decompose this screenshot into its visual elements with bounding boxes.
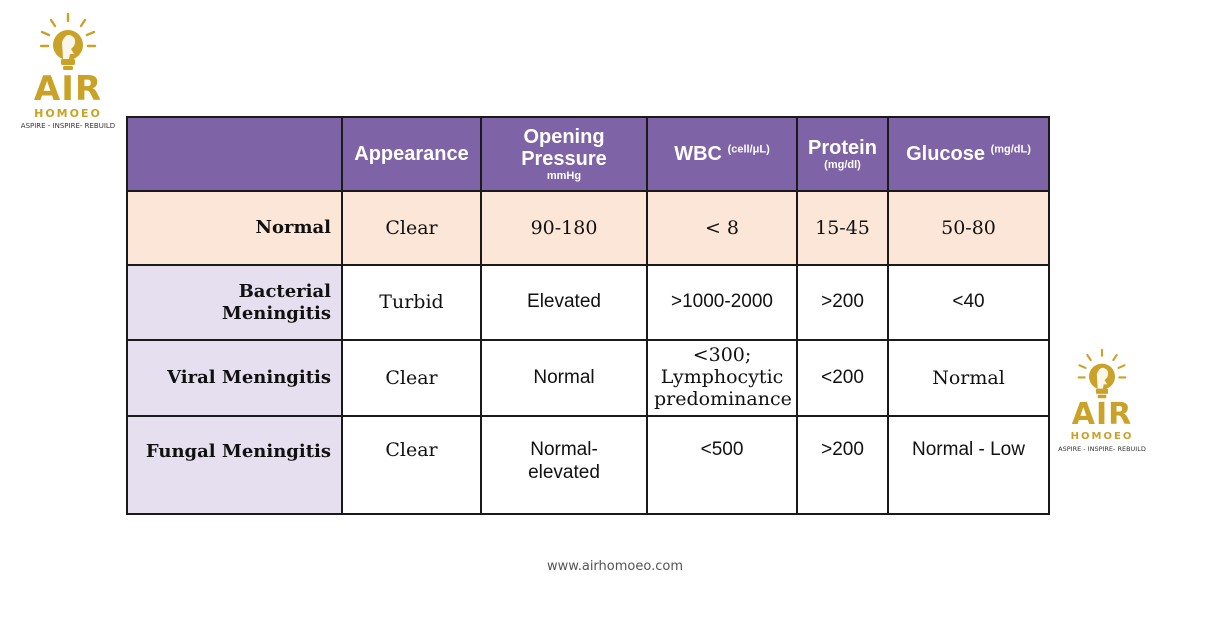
header-glucose-unit: (mg/dL): [990, 143, 1031, 156]
cell-pressure: 90-180: [480, 190, 648, 266]
row-label: Bacterial Meningitis: [126, 264, 343, 341]
row-label: Normal: [126, 190, 343, 266]
cell-pressure: Normal: [480, 339, 648, 417]
brand-main: AIR: [1071, 397, 1133, 432]
bulb-head-icon: [1077, 348, 1127, 399]
header-wbc-unit: (cell/μL): [727, 143, 770, 156]
header-protein-unit: (mg/dl): [824, 158, 861, 171]
cell-protein: <200: [796, 339, 889, 417]
website-url: www.airhomoeo.com: [547, 559, 683, 574]
header-glucose: Glucose (mg/dL): [887, 116, 1050, 192]
brand-tagline: ASPIRE - INSPIRE- REBUILD: [20, 122, 116, 130]
cell-pressure: Elevated: [480, 264, 648, 341]
cell-protein: 15-45: [796, 190, 889, 266]
cell-glucose: Normal: [887, 339, 1050, 417]
cell-appearance: Clear: [341, 190, 482, 266]
logo-right: AIR HOMOEO ASPIRE - INSPIRE- REBUILD: [1058, 348, 1146, 453]
header-protein: Protein (mg/dl): [796, 116, 889, 192]
cell-glucose: Normal - Low: [887, 415, 1050, 515]
table-row-fungal: Fungal Meningitis Clear Normal-elevated …: [126, 415, 1050, 515]
brand-main: AIR: [33, 69, 103, 109]
cell-appearance: Turbid: [341, 264, 482, 341]
cell-protein: >200: [796, 415, 889, 515]
header-empty-cell: [126, 116, 343, 192]
cell-glucose: 50-80: [887, 190, 1050, 266]
header-opening-pressure: Opening Pressure mmHg: [480, 116, 648, 192]
row-label: Viral Meningitis: [126, 339, 343, 417]
brand-sub: HOMOEO: [34, 107, 102, 120]
cell-wbc: <300; Lymphocytic predominance: [646, 339, 798, 417]
header-appearance: Appearance: [341, 116, 482, 192]
brand-sub: HOMOEO: [1070, 431, 1134, 442]
cell-glucose: <40: [887, 264, 1050, 341]
row-label: Fungal Meningitis: [126, 415, 343, 515]
table-row-normal: Normal Clear 90-180 < 8 15-45 50-80: [126, 190, 1050, 266]
cell-wbc: < 8: [646, 190, 798, 266]
logo-left: AIR HOMOEO ASPIRE - INSPIRE- REBUILD: [18, 12, 118, 130]
bulb-head-icon: [39, 12, 97, 70]
table-row-viral: Viral Meningitis Clear Normal <300; Lymp…: [126, 339, 1050, 417]
cell-pressure: Normal-elevated: [480, 415, 648, 515]
csf-comparison-table: Appearance Opening Pressure mmHg WBC (ce…: [126, 116, 1050, 515]
cell-wbc: >1000-2000: [646, 264, 798, 341]
cell-appearance: Clear: [341, 415, 482, 515]
cell-protein: >200: [796, 264, 889, 341]
header-wbc: WBC (cell/μL): [646, 116, 798, 192]
header-opening-pressure-unit: mmHg: [546, 169, 582, 182]
cell-appearance: Clear: [341, 339, 482, 417]
brand-tagline: ASPIRE - INSPIRE- REBUILD: [1058, 445, 1146, 453]
cell-wbc: <500: [646, 415, 798, 515]
table-row-bacterial: Bacterial Meningitis Turbid Elevated >10…: [126, 264, 1050, 341]
table-header-row: Appearance Opening Pressure mmHg WBC (ce…: [126, 116, 1050, 192]
